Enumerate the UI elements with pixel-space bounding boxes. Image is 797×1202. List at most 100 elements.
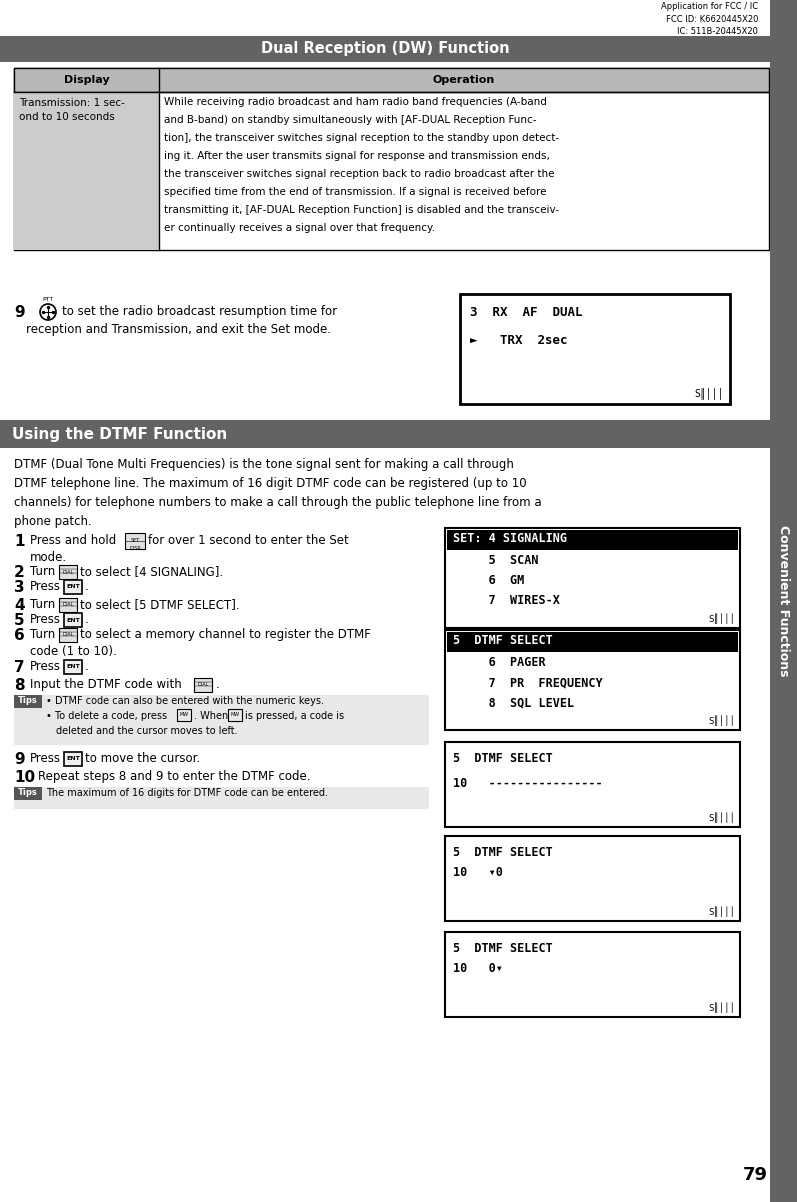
Text: .: . <box>85 660 88 673</box>
Text: deleted and the cursor moves to left.: deleted and the cursor moves to left. <box>56 726 238 736</box>
Text: • To delete a code, press: • To delete a code, press <box>46 712 167 721</box>
Bar <box>460 294 730 404</box>
Text: 6  PAGER: 6 PAGER <box>453 656 546 670</box>
Text: ing it. After the user transmits signal for response and transmission ends,: ing it. After the user transmits signal … <box>164 151 550 161</box>
Text: to select a memory channel to register the DTMF: to select a memory channel to register t… <box>80 627 371 641</box>
Text: 5  DTMF SELECT: 5 DTMF SELECT <box>453 633 553 647</box>
Bar <box>177 709 191 721</box>
Text: ENT: ENT <box>66 756 80 762</box>
Text: Tips: Tips <box>18 696 38 706</box>
Bar <box>14 787 429 809</box>
Text: 10   ▾0: 10 ▾0 <box>453 865 503 879</box>
Text: ENT: ENT <box>66 584 80 589</box>
Text: transmitting it, [AF-DUAL Reception Function] is disabled and the transceiv-: transmitting it, [AF-DUAL Reception Func… <box>164 206 559 215</box>
Text: Repeat steps 8 and 9 to enter the DTMF code.: Repeat steps 8 and 9 to enter the DTMF c… <box>38 770 311 783</box>
Text: Dual Reception (DW) Function: Dual Reception (DW) Function <box>261 42 510 56</box>
Text: 9: 9 <box>14 752 25 767</box>
Bar <box>14 69 769 93</box>
Text: .: . <box>85 581 88 593</box>
Text: Press: Press <box>30 752 61 764</box>
Text: 8  SQL LEVEL: 8 SQL LEVEL <box>453 696 574 709</box>
Text: Application for FCC / IC
FCC ID: K6620445X20
IC: 511B-20445X20: Application for FCC / IC FCC ID: K662044… <box>661 2 758 36</box>
Text: 79: 79 <box>743 1166 768 1184</box>
Text: Press: Press <box>30 581 61 593</box>
Text: Turn: Turn <box>30 627 55 641</box>
Text: DIAL: DIAL <box>62 632 73 637</box>
Text: tion], the transceiver switches signal reception to the standby upon detect-: tion], the transceiver switches signal r… <box>164 133 559 143</box>
Text: channels) for telephone numbers to make a call through the public telephone line: channels) for telephone numbers to make … <box>14 496 542 508</box>
Text: reception and Transmission, and exit the Set mode.: reception and Transmission, and exit the… <box>26 323 331 337</box>
Bar <box>59 627 77 642</box>
Text: Display: Display <box>64 75 109 85</box>
Bar <box>14 695 429 745</box>
Bar <box>228 709 242 721</box>
Text: While receiving radio broadcast and ham radio band frequencies (A-band: While receiving radio broadcast and ham … <box>164 97 547 107</box>
Text: DIAL: DIAL <box>62 570 73 575</box>
Text: 10   ----------------: 10 ---------------- <box>453 776 603 790</box>
Bar <box>59 599 77 612</box>
Text: The maximum of 16 digits for DTMF code can be entered.: The maximum of 16 digits for DTMF code c… <box>46 789 328 798</box>
Text: 3  RX  AF  DUAL: 3 RX AF DUAL <box>470 307 583 319</box>
Text: .: . <box>85 613 88 626</box>
Text: to select [4 SIGNALING].: to select [4 SIGNALING]. <box>80 565 223 578</box>
Text: DIAL: DIAL <box>198 683 209 688</box>
Bar <box>14 695 42 708</box>
Text: S║│││: S║│││ <box>708 813 735 823</box>
Text: Operation: Operation <box>433 75 495 85</box>
Text: and B-band) on standby simultaneously with [AF-DUAL Reception Func-: and B-band) on standby simultaneously wi… <box>164 115 536 125</box>
Text: DISP: DISP <box>129 546 140 551</box>
Text: Press: Press <box>30 613 61 626</box>
Text: Using the DTMF Function: Using the DTMF Function <box>12 427 227 441</box>
Bar <box>445 630 740 730</box>
Text: DIAL: DIAL <box>62 602 73 607</box>
Bar <box>445 837 740 921</box>
Text: Transmission: 1 sec-
ond to 10 seconds: Transmission: 1 sec- ond to 10 seconds <box>19 99 125 121</box>
Text: 5  DTMF SELECT: 5 DTMF SELECT <box>453 846 553 859</box>
Bar <box>447 632 738 651</box>
Text: Press and hold: Press and hold <box>30 534 116 547</box>
Text: Turn: Turn <box>30 565 55 578</box>
Text: ENT: ENT <box>66 665 80 670</box>
Text: 5  DTMF SELECT: 5 DTMF SELECT <box>453 942 553 956</box>
Text: ►   TRX  2sec: ► TRX 2sec <box>470 334 567 347</box>
Bar <box>59 565 77 579</box>
Text: 7  PR  FREQUENCY: 7 PR FREQUENCY <box>453 676 603 689</box>
Bar <box>14 93 159 250</box>
Text: 8: 8 <box>14 678 25 694</box>
Text: 6: 6 <box>14 627 25 643</box>
Text: is pressed, a code is: is pressed, a code is <box>245 712 344 721</box>
Text: Tips: Tips <box>18 789 38 797</box>
Bar <box>770 0 797 1202</box>
Text: 4: 4 <box>14 599 25 613</box>
Text: .: . <box>216 678 220 691</box>
Bar <box>14 787 42 801</box>
Bar <box>125 532 145 549</box>
Text: MW: MW <box>230 713 240 718</box>
Text: S║│││: S║│││ <box>708 613 735 624</box>
Bar <box>445 742 740 827</box>
Text: 5  SCAN: 5 SCAN <box>453 554 539 567</box>
Bar <box>64 613 82 627</box>
Text: DTMF telephone line. The maximum of 16 digit DTMF code can be registered (up to : DTMF telephone line. The maximum of 16 d… <box>14 477 527 490</box>
Text: er continually receives a signal over that frequency.: er continually receives a signal over th… <box>164 224 435 233</box>
Text: mode.: mode. <box>30 551 67 564</box>
Text: for over 1 second to enter the Set: for over 1 second to enter the Set <box>148 534 349 547</box>
Text: S║│││: S║│││ <box>695 387 724 399</box>
Text: DTMF (Dual Tone Multi Frequencies) is the tone signal sent for making a call thr: DTMF (Dual Tone Multi Frequencies) is th… <box>14 458 514 471</box>
Bar <box>0 36 770 63</box>
Text: 7: 7 <box>14 660 25 676</box>
Bar <box>0 419 770 448</box>
Text: 10: 10 <box>14 770 35 785</box>
Text: ENT: ENT <box>66 618 80 623</box>
Bar <box>64 581 82 594</box>
Bar <box>64 660 82 674</box>
Text: Input the DTMF code with: Input the DTMF code with <box>30 678 182 691</box>
Text: to select [5 DTMF SELECT].: to select [5 DTMF SELECT]. <box>80 599 240 611</box>
Text: SET: SET <box>131 538 139 543</box>
Bar <box>445 932 740 1017</box>
Bar <box>14 69 769 250</box>
Text: 5  DTMF SELECT: 5 DTMF SELECT <box>453 752 553 764</box>
Bar <box>445 528 740 627</box>
Text: • DTMF code can also be entered with the numeric keys.: • DTMF code can also be entered with the… <box>46 696 324 706</box>
Text: MW: MW <box>179 713 189 718</box>
